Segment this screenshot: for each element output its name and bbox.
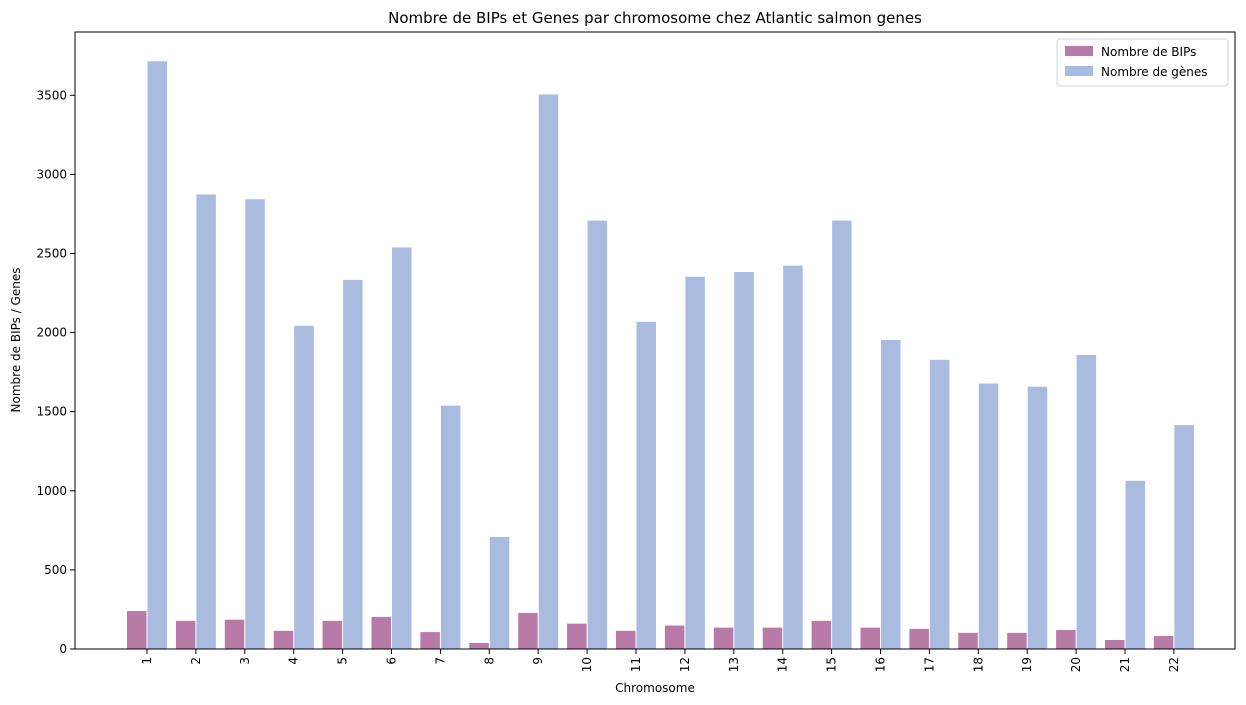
legend-label: Nombre de BIPs [1101,45,1196,59]
bar-genes [587,220,608,649]
bar-genes [245,199,265,649]
bar-genes [929,359,950,649]
x-tick-label: 9 [531,657,545,665]
y-tick-label: 500 [44,563,67,577]
bar-bips [909,628,929,649]
bar-bips [1056,630,1076,649]
bar-genes [392,247,412,649]
x-tick-label: 21 [1118,657,1132,672]
bar-bips [175,620,196,649]
bar-genes [1174,425,1194,649]
y-tick-label: 3000 [36,167,67,181]
x-tick-label: 4 [287,657,301,665]
x-tick-label: 1 [140,657,154,665]
bar-bips [958,632,978,649]
x-tick-label: 2 [189,657,203,665]
x-tick-label: 5 [336,657,350,665]
x-tick-label: 16 [874,657,888,672]
bar-genes [489,536,510,649]
x-tick-label: 11 [629,657,643,672]
bar-bips [322,620,343,649]
bar-bips [127,611,147,649]
bar-genes [1125,480,1145,649]
y-axis-title: Nombre de BIPs / Genes [9,268,23,413]
bar-bips [567,623,587,649]
bar-bips [224,619,245,649]
bar-bips [371,616,391,649]
y-tick-label: 2000 [36,326,67,340]
bar-bips [860,627,880,649]
bar-bips [518,612,538,649]
bar-genes [538,94,559,649]
bar-genes [636,321,656,649]
x-tick-label: 8 [482,657,496,665]
x-axis-title: Chromosome [615,681,695,695]
x-tick-label: 7 [433,657,447,665]
x-tick-label: 12 [678,657,692,672]
bar-bips [811,620,832,649]
legend-swatch [1065,46,1093,56]
x-tick-label: 10 [580,657,594,672]
x-tick-label: 18 [971,657,985,672]
bar-genes [881,340,901,649]
bar-genes [685,276,705,649]
y-tick-label: 3500 [36,88,67,102]
bar-genes [832,220,852,649]
x-tick-label: 19 [1020,657,1034,672]
x-tick-label: 17 [922,657,936,672]
bar-bips [1105,639,1125,649]
bar-bips [273,630,294,649]
bar-genes [294,325,314,649]
bar-genes [147,61,167,650]
y-tick-label: 2500 [36,246,67,260]
legend-frame [1056,38,1229,87]
bar-bips [1007,632,1027,649]
bar-genes [1027,386,1048,649]
bar-genes [734,271,754,649]
bar-genes [783,265,803,649]
y-tick-label: 1000 [36,484,67,498]
x-tick-label: 15 [825,657,839,672]
bar-genes [440,405,461,649]
bar-bips [616,630,636,649]
plot-frame [74,31,1236,650]
bar-bips [469,642,489,649]
legend-label: Nombre de gènes [1101,65,1208,79]
legend: Nombre de BIPs Nombre de gènes [1056,38,1229,87]
bar-genes [1076,355,1097,649]
x-tick-label: 3 [238,657,252,665]
x-tick-label: 13 [727,657,741,672]
bar-bips [762,627,783,649]
bar-genes [196,194,216,649]
bar-bips [1153,636,1174,649]
bar-bips [420,632,440,649]
bar-bips [664,625,685,649]
bar-bips [713,627,734,649]
bar-genes [343,279,363,649]
bar-genes [978,383,999,649]
legend-swatch [1065,66,1093,76]
chart-title: Nombre de BIPs et Genes par chromosome c… [388,9,922,27]
x-tick-label: 22 [1167,657,1181,672]
x-tick-label: 20 [1069,657,1083,672]
y-tick-label: 1500 [36,405,67,419]
x-tick-label: 6 [385,657,399,665]
y-tick-label: 0 [59,642,67,656]
x-tick-label: 14 [776,657,790,672]
